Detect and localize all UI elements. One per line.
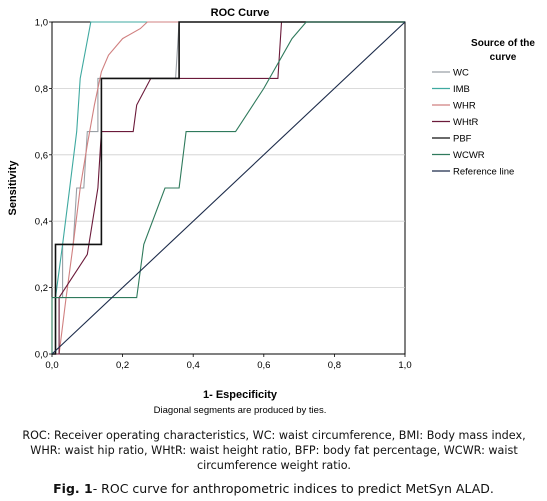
ties-note: Diagonal segments are produced by ties. [154, 405, 327, 416]
figure-label: Fig. 1 [53, 481, 93, 496]
series-line-wcwr [51, 21, 405, 354]
x-tick-label: 0,8 [328, 360, 341, 371]
y-axis-label: Sensitivity [7, 160, 19, 216]
legend-label-wc: WC [453, 68, 469, 79]
series-line-whr [52, 21, 405, 355]
legend: WC IMB WHR WHtR PBF WCWR Reference line [432, 68, 514, 178]
legend-label-whr: WHR [453, 101, 476, 112]
legend-label-reference-line: Reference line [453, 167, 514, 178]
x-tick-label: 0,2 [116, 360, 129, 371]
legend-label-whtr: WHtR [453, 117, 478, 128]
x-tick-label: 0,6 [257, 360, 270, 371]
y-tick-labels: 0,0 0,2 0,4 0,6 0,8 1,0 [35, 18, 52, 361]
y-tick-label: 0,0 [35, 350, 48, 361]
figure-notes: ROC: Receiver operating characteristics,… [22, 429, 526, 472]
y-tick-label: 0,8 [35, 84, 48, 95]
figure-caption: Fig. 1- ROC curve for anthropometric ind… [0, 481, 547, 496]
y-tick-label: 0,2 [35, 283, 48, 294]
legend-label-pbf: PBF [453, 134, 472, 145]
y-tick-label: 1,0 [35, 18, 48, 29]
figure-caption-text: - ROC curve for anthropometric indices t… [92, 481, 494, 496]
x-axis-label: 1- Especificity [203, 389, 278, 401]
series-line-reference-line [51, 21, 406, 355]
chart-title: ROC Curve [211, 7, 270, 19]
x-tick-label: 0,0 [45, 360, 58, 371]
y-tick-label: 0,6 [35, 150, 48, 161]
gridlines [52, 88, 405, 289]
series-lines [51, 21, 406, 355]
x-tick-label: 1,0 [398, 360, 411, 371]
roc-chart: 0,0 0,2 0,4 0,6 0,8 1,0 0,0 0,2 0,4 0,6 0,8 1,0 RO… [7, 7, 535, 416]
x-tick-label: 0,4 [187, 360, 200, 371]
legend-label-wcwr: WCWR [453, 150, 485, 161]
legend-label-imb: IMB [453, 84, 470, 95]
x-tick-labels: 0,0 0,2 0,4 0,6 0,8 1,0 [45, 354, 412, 371]
y-tick-label: 0,4 [35, 217, 48, 228]
series-line-pbf [52, 21, 405, 355]
series-line-whtr [52, 21, 405, 355]
legend-title: Source of the curve [471, 38, 535, 63]
